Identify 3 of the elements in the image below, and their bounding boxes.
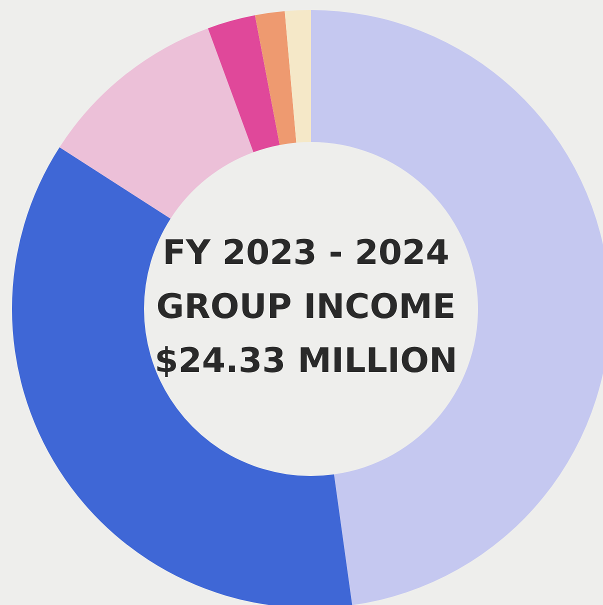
text: GROUP INCOME [156,287,456,327]
text: $24.33 MILLION [154,341,458,381]
text: FY 2023 - 2024 [162,233,450,273]
